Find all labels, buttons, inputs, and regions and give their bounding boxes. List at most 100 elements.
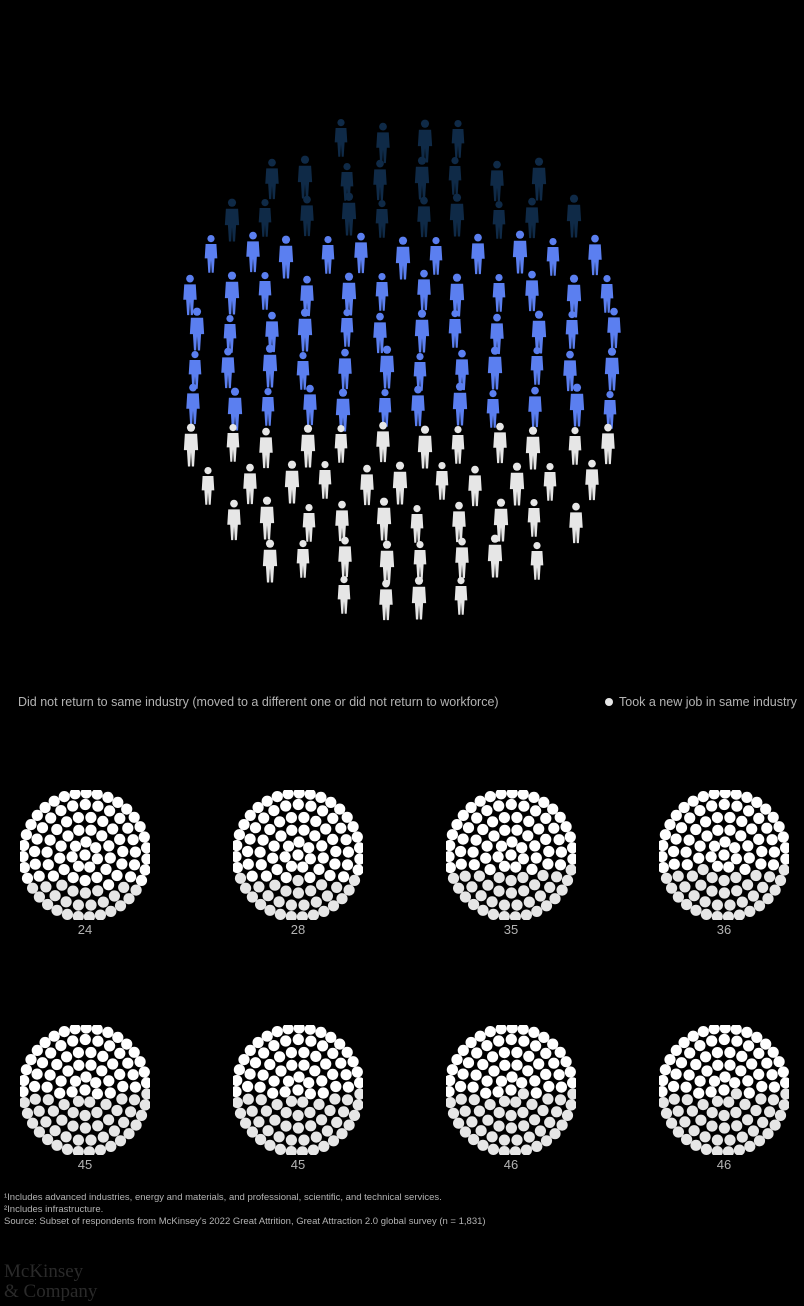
dot — [706, 800, 718, 812]
person-figure — [226, 424, 240, 462]
dot — [567, 1077, 576, 1089]
person-figure — [183, 423, 199, 467]
dot — [761, 1057, 773, 1069]
dot — [104, 852, 116, 864]
person-figure — [373, 312, 387, 354]
dot — [730, 1088, 742, 1100]
dot — [778, 1099, 789, 1111]
dot — [697, 864, 709, 876]
dot — [670, 1044, 682, 1056]
dot — [731, 885, 743, 897]
dot — [269, 1114, 281, 1126]
person-figure — [449, 273, 465, 317]
dot — [518, 1120, 530, 1132]
dot — [316, 1114, 328, 1126]
dot — [327, 1135, 340, 1147]
dot — [486, 1131, 498, 1143]
person-figure — [300, 195, 314, 237]
dot — [91, 871, 103, 884]
dot — [549, 893, 561, 905]
dot — [697, 1099, 709, 1111]
person-figure — [413, 541, 427, 579]
dot — [244, 809, 256, 821]
dot — [45, 812, 57, 824]
dot — [327, 833, 339, 845]
dot — [718, 1033, 730, 1046]
person-figure — [455, 349, 469, 391]
dot — [91, 1025, 103, 1035]
dot — [767, 1094, 780, 1106]
dot — [103, 1075, 115, 1087]
dot — [468, 898, 480, 911]
dot — [471, 812, 483, 824]
dot — [520, 1144, 532, 1155]
dot — [659, 1074, 669, 1087]
dot — [55, 1075, 67, 1087]
dot — [699, 896, 711, 908]
dot — [80, 1071, 92, 1083]
person-figure — [258, 272, 272, 310]
dot — [511, 824, 523, 836]
dot — [48, 795, 60, 807]
dot — [777, 1066, 789, 1078]
dot — [498, 899, 510, 911]
dot — [338, 1106, 350, 1118]
dot — [240, 1117, 252, 1129]
dot — [498, 1095, 511, 1107]
dot — [666, 1117, 678, 1129]
dot — [343, 1119, 355, 1131]
dot — [107, 823, 119, 835]
dot — [58, 1099, 70, 1111]
dot — [474, 1030, 486, 1042]
dot — [505, 887, 517, 899]
dot — [29, 858, 41, 870]
person-figure — [452, 501, 466, 543]
dot — [114, 1068, 126, 1080]
dot — [130, 884, 142, 896]
dot — [517, 790, 529, 800]
dot — [274, 816, 286, 828]
dot — [123, 1128, 135, 1140]
dot — [534, 1125, 546, 1137]
dot — [712, 824, 724, 836]
dot — [701, 830, 713, 842]
dot — [506, 1071, 518, 1083]
person-figure — [227, 387, 243, 431]
dot — [736, 815, 748, 827]
dot — [96, 1065, 108, 1077]
dot — [310, 1050, 322, 1062]
dot — [475, 1125, 487, 1137]
dot — [480, 1087, 492, 1099]
dot — [103, 840, 115, 852]
dot — [255, 898, 267, 911]
dot — [760, 803, 772, 815]
dot — [298, 811, 310, 824]
dot — [51, 904, 63, 916]
dot — [511, 811, 523, 824]
dot — [675, 1057, 688, 1069]
person-figure — [373, 159, 387, 201]
dot — [253, 1116, 265, 1128]
person-figure — [335, 500, 349, 542]
dot — [325, 1031, 337, 1043]
dot — [668, 845, 680, 858]
dot — [61, 816, 73, 828]
dot — [753, 812, 765, 824]
dot — [242, 858, 254, 870]
person-figure — [376, 122, 390, 164]
dot — [684, 1047, 696, 1059]
dot — [55, 1040, 67, 1052]
dot — [518, 800, 530, 812]
dot — [778, 864, 789, 876]
person-figure — [413, 353, 427, 391]
dot — [118, 881, 130, 893]
dot — [688, 890, 700, 902]
dot — [129, 846, 141, 858]
dot — [753, 900, 766, 912]
dot — [304, 1025, 316, 1035]
dot-circle-label-2: 28 — [290, 922, 306, 937]
dot — [542, 858, 554, 870]
dot — [55, 805, 67, 817]
dot — [324, 869, 336, 882]
dot — [31, 809, 43, 821]
